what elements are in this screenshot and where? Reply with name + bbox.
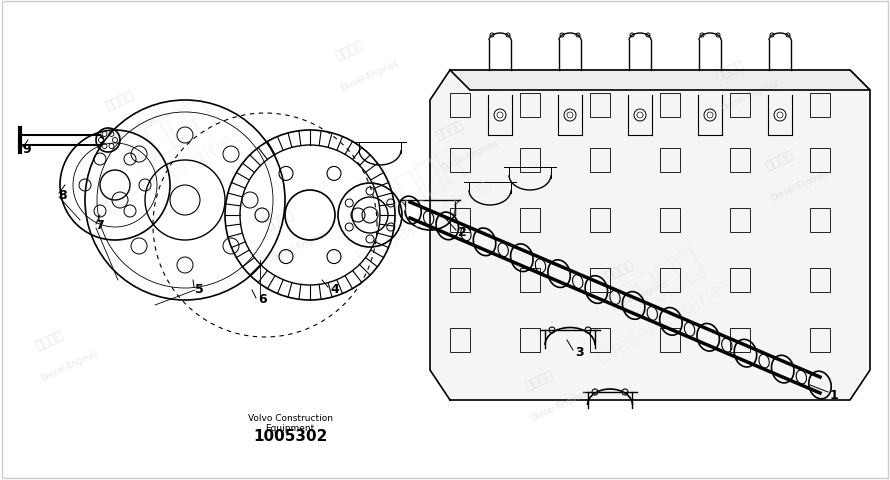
Bar (450, 94, 470, 118)
Bar (450, 149, 470, 173)
Text: 紫发动力: 紫发动力 (433, 119, 466, 143)
Polygon shape (450, 71, 870, 91)
Text: 6: 6 (258, 292, 267, 305)
Text: 2: 2 (458, 226, 466, 239)
Bar (590, 149, 610, 173)
Bar (730, 268, 750, 292)
Text: 1005302: 1005302 (253, 428, 328, 443)
Text: Diesel-Engines: Diesel-Engines (530, 388, 590, 422)
Text: Diesel-Engines: Diesel-Engines (770, 168, 830, 203)
Text: 紫发动力: 紫发动力 (764, 148, 797, 173)
Bar (520, 268, 540, 292)
Bar (660, 94, 680, 118)
Text: 3: 3 (575, 345, 584, 358)
Text: Diesel-Engines: Diesel-Engines (40, 348, 101, 383)
Bar (810, 94, 830, 118)
Bar (810, 328, 830, 352)
Text: 紫发动力: 紫发动力 (263, 208, 296, 233)
Text: 紫发动力: 紫发动力 (120, 91, 220, 170)
Bar (520, 328, 540, 352)
Bar (730, 209, 750, 232)
Bar (730, 328, 750, 352)
Text: Diesel-Engines: Diesel-Engines (353, 173, 497, 268)
Text: 紫发动力: 紫发动力 (103, 89, 136, 113)
Bar (520, 149, 540, 173)
Text: 8: 8 (58, 189, 67, 202)
Circle shape (704, 110, 716, 122)
Bar (590, 209, 610, 232)
Bar (520, 94, 540, 118)
Text: Diesel-Engines: Diesel-Engines (610, 278, 670, 312)
Circle shape (774, 110, 786, 122)
Text: 紫发动力: 紫发动力 (523, 368, 556, 393)
Text: 7: 7 (95, 218, 104, 231)
Text: 4: 4 (330, 282, 339, 295)
Bar (590, 268, 610, 292)
Text: 紫发动力: 紫发动力 (334, 39, 367, 63)
Bar (660, 328, 680, 352)
Bar (660, 209, 680, 232)
Bar (660, 268, 680, 292)
Text: Diesel-Engines: Diesel-Engines (340, 59, 400, 93)
Circle shape (564, 110, 576, 122)
Bar (810, 268, 830, 292)
Bar (450, 268, 470, 292)
Text: 9: 9 (22, 143, 30, 156)
Bar (590, 328, 610, 352)
Text: Diesel-Engines: Diesel-Engines (109, 108, 170, 143)
Text: Diesel-Engines: Diesel-Engines (594, 273, 737, 367)
Text: 5: 5 (195, 282, 204, 295)
Text: Diesel-Engines: Diesel-Engines (103, 123, 247, 218)
Bar (730, 149, 750, 173)
Bar (810, 149, 830, 173)
Text: Diesel-Engines: Diesel-Engines (270, 228, 330, 263)
Text: Volvo Construction
Equipment: Volvo Construction Equipment (247, 413, 333, 432)
Bar (450, 209, 470, 232)
Text: 紫发动力: 紫发动力 (603, 258, 636, 283)
Text: 1: 1 (830, 388, 838, 401)
Text: Diesel-Engines: Diesel-Engines (720, 79, 781, 113)
Text: 紫发动力: 紫发动力 (610, 240, 710, 320)
Polygon shape (430, 71, 870, 400)
Bar (810, 209, 830, 232)
Text: 紫发动力: 紫发动力 (714, 59, 747, 83)
Circle shape (634, 110, 646, 122)
Bar (730, 94, 750, 118)
Text: Diesel-Engines: Diesel-Engines (440, 138, 500, 173)
Bar (520, 209, 540, 232)
Circle shape (494, 110, 506, 122)
Text: 紫发动力: 紫发动力 (34, 328, 67, 352)
Bar (660, 149, 680, 173)
Bar (590, 94, 610, 118)
Text: 紫发动力: 紫发动力 (370, 141, 470, 220)
Bar (450, 328, 470, 352)
